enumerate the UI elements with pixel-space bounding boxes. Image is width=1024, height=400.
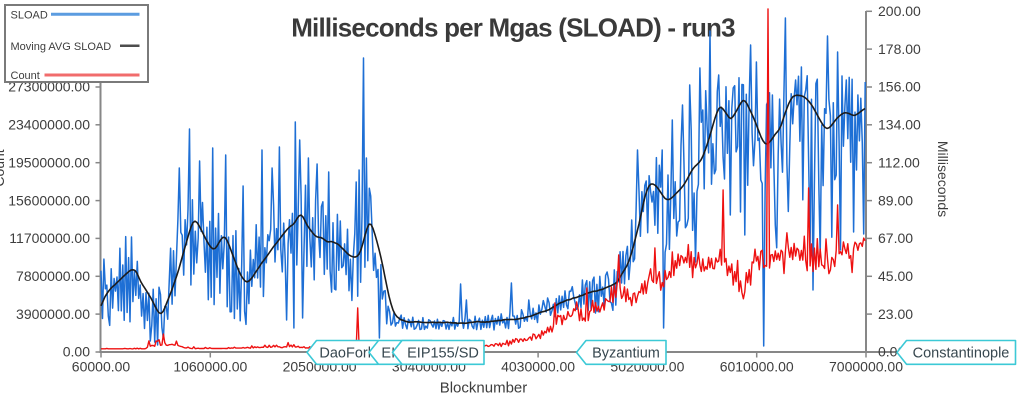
svg-text:23400000.00: 23400000.00 [8,117,90,133]
svg-text:112.00: 112.00 [878,154,920,170]
svg-text:SLOAD: SLOAD [11,9,48,21]
svg-text:67.00: 67.00 [878,230,913,246]
svg-text:45.00: 45.00 [878,268,913,284]
svg-text:Count: Count [11,70,40,82]
svg-text:Milliseconds: Milliseconds [935,141,951,217]
svg-text:7000000.00: 7000000.00 [829,359,903,375]
svg-text:3900000.00: 3900000.00 [16,306,90,322]
svg-text:178.00: 178.00 [878,41,921,57]
svg-text:19500000.00: 19500000.00 [8,154,90,170]
svg-text:11700000.00: 11700000.00 [9,230,90,246]
svg-text:134.00: 134.00 [878,117,921,133]
svg-text:60000.00: 60000.00 [72,359,131,375]
svg-text:Count: Count [0,149,7,186]
svg-text:1060000.00: 1060000.00 [173,359,247,375]
svg-text:Blocknumber: Blocknumber [440,380,528,397]
svg-text:7800000.00: 7800000.00 [16,268,90,284]
svg-text:6010000.00: 6010000.00 [720,359,794,375]
svg-text:Moving AVG SLOAD: Moving AVG SLOAD [11,41,112,53]
svg-text:0.00: 0.00 [63,344,90,360]
svg-text:156.00: 156.00 [878,79,921,95]
svg-text:89.00: 89.00 [878,192,913,208]
svg-text:15600000.00: 15600000.00 [8,192,90,208]
svg-text:4030000.00: 4030000.00 [501,359,575,375]
svg-text:0.00: 0.00 [878,344,905,360]
svg-text:200.00: 200.00 [878,3,921,19]
svg-text:DaoFork: DaoFork [319,345,375,361]
svg-text:Byzantium: Byzantium [592,345,660,361]
svg-text:EIP155/SD: EIP155/SD [407,345,479,361]
svg-text:23.00: 23.00 [878,306,913,322]
svg-text:Constantinople: Constantinople [913,345,1010,361]
svg-text:Milliseconds per Mgas (SLOAD): Milliseconds per Mgas (SLOAD) - run3 [291,13,735,43]
